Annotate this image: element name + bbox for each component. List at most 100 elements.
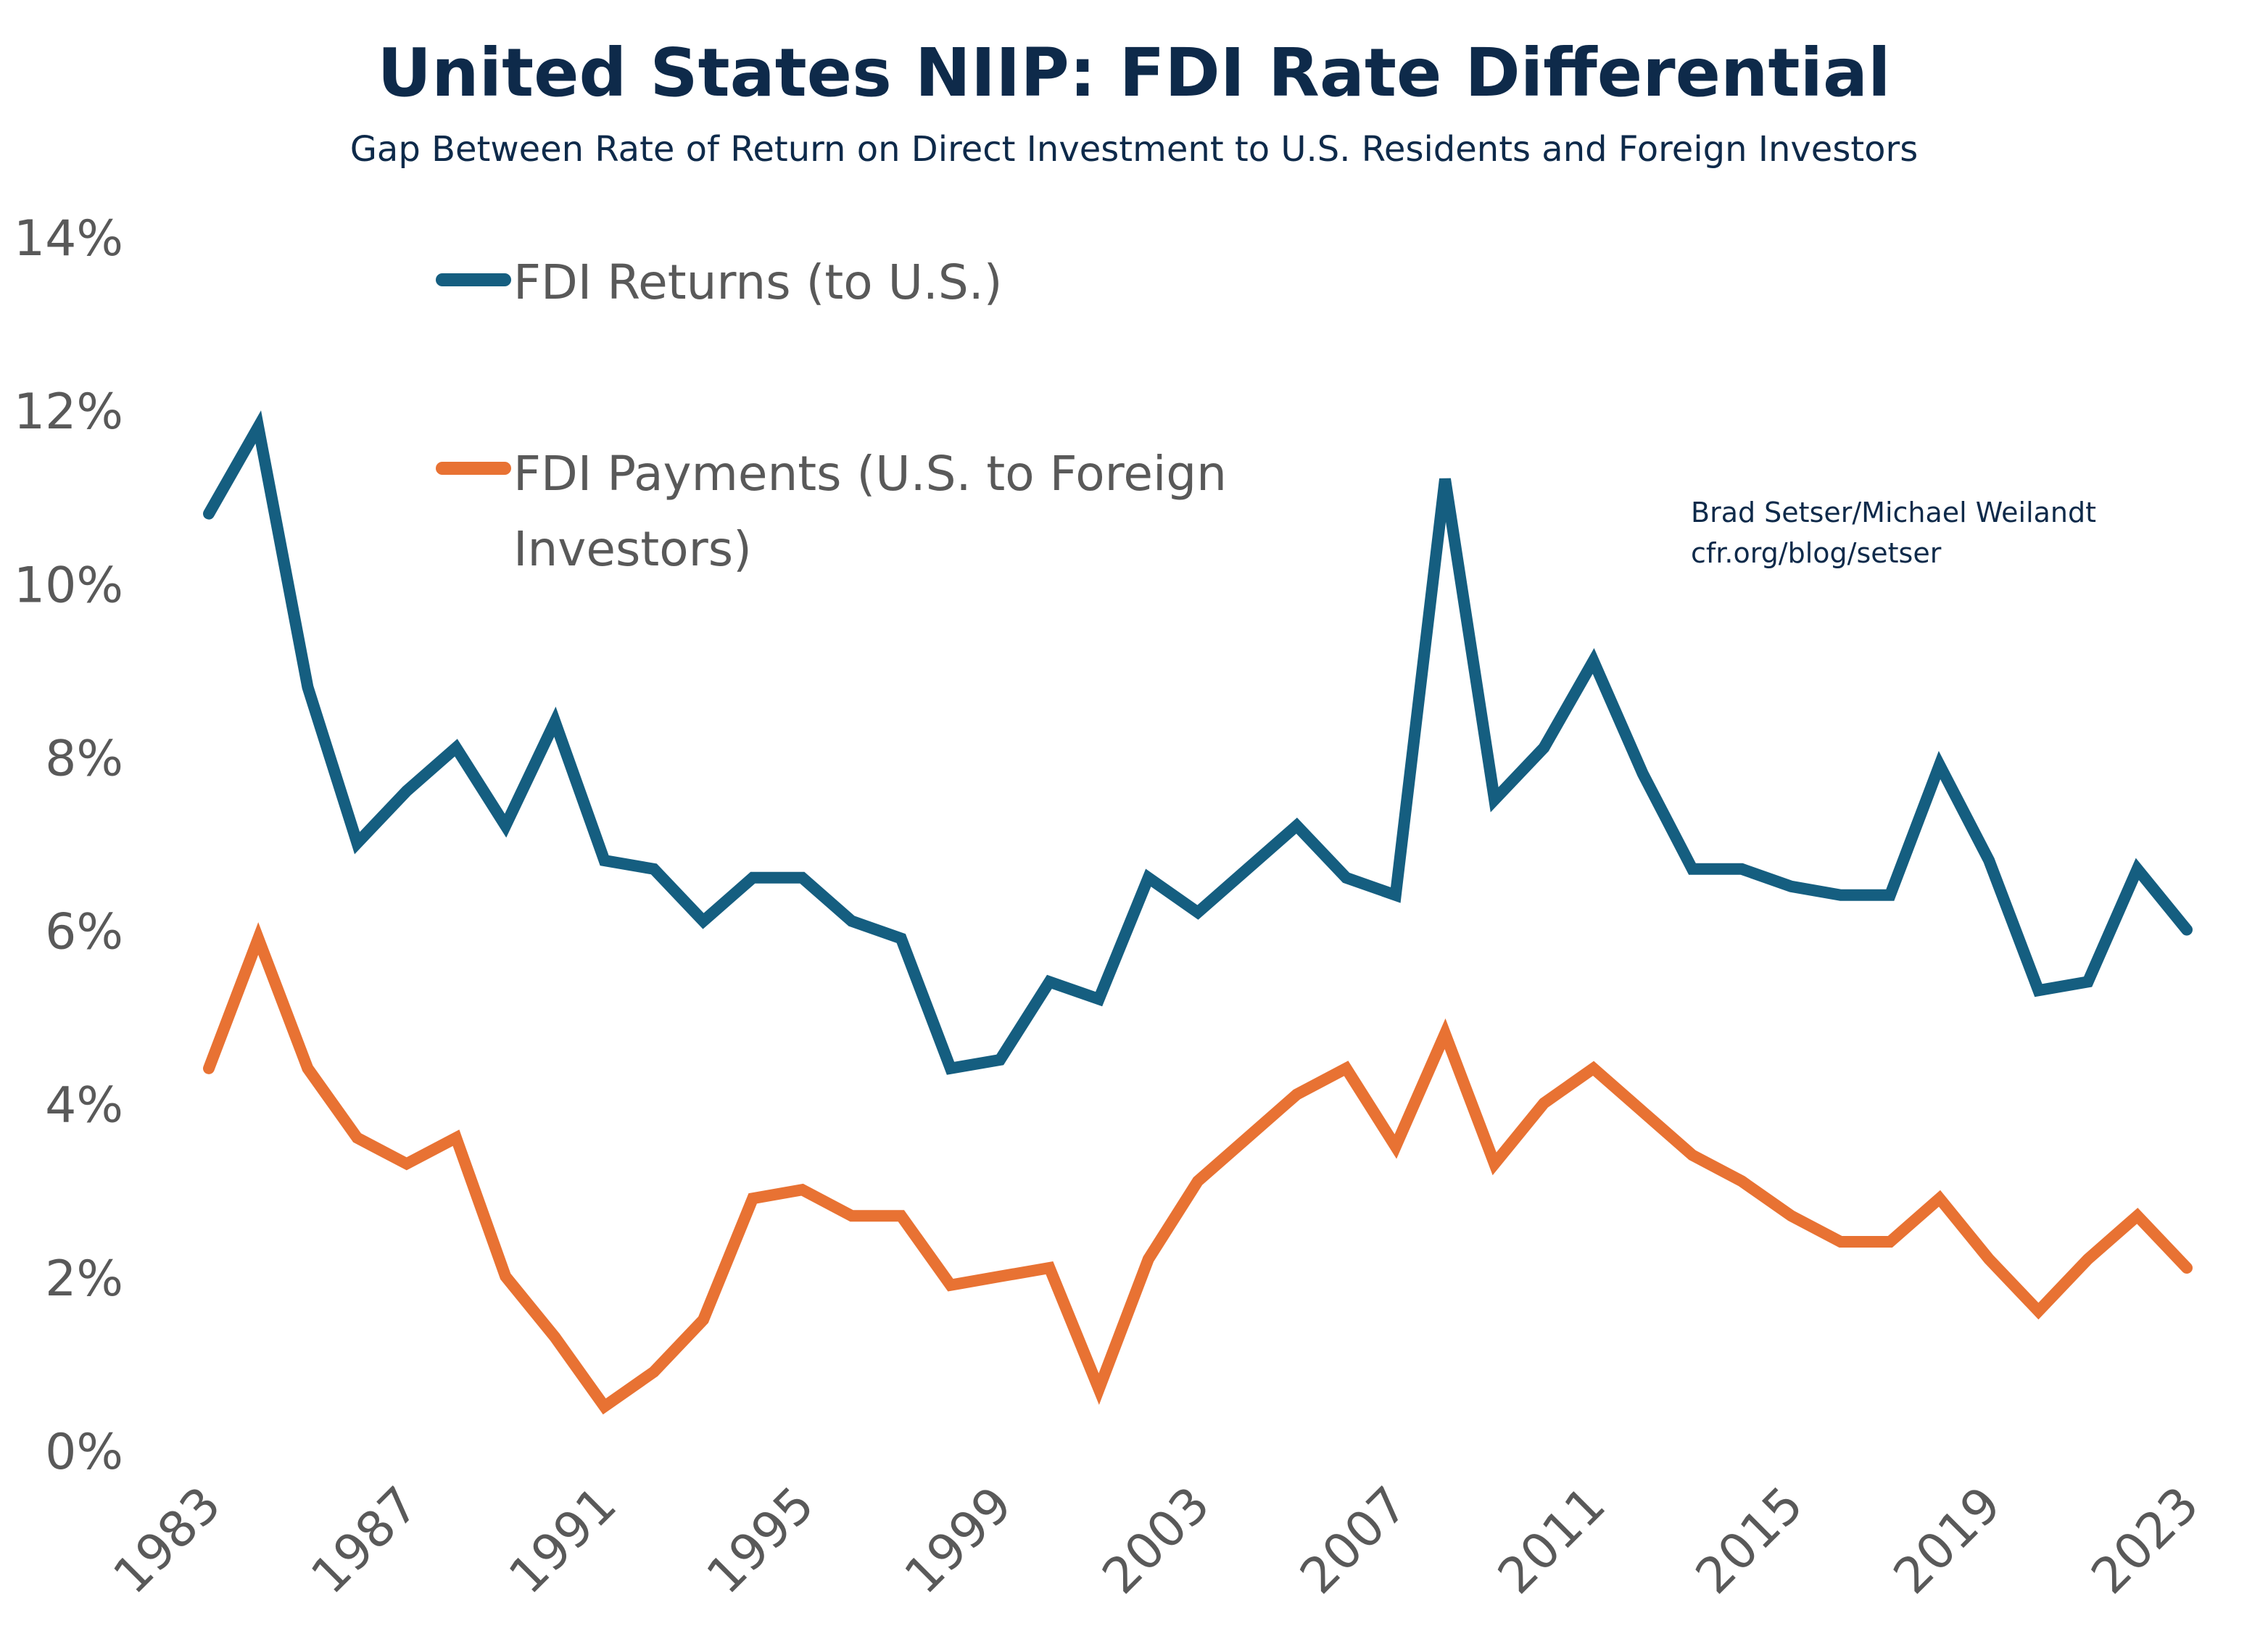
data-point [1395,895,1396,896]
data-point [1197,1180,1199,1182]
data-point [1790,886,1792,887]
data-point [1593,660,1594,662]
annotation-url: cfr.org/blog/setser [1691,537,1942,569]
data-point [1395,1146,1396,1148]
data-point [1296,1094,1297,1095]
data-point [1642,773,1644,774]
data-point [1494,799,1495,800]
data-point [604,1406,605,1407]
data-point [2037,1311,2039,1312]
data-point [1048,981,1050,982]
data-point [2186,929,2188,931]
data-point [2186,1267,2188,1269]
data-point [604,860,605,861]
data-point [1939,764,1940,766]
y-tick-label: 6% [45,904,123,961]
legend-label-payments-line2: Investors) [513,521,752,577]
x-tick-label: 2003 [1092,1476,1221,1605]
series-line-1 [203,922,2193,1415]
data-point [554,1337,555,1338]
data-point [801,877,803,879]
legend-label-returns: FDI Returns (to U.S.) [513,254,1003,310]
x-tick-label: 2007 [1290,1476,1419,1605]
data-point [1246,868,1248,870]
data-point [1346,877,1347,879]
x-tick-label: 1995 [696,1476,825,1605]
data-point [307,686,308,688]
series-line-0 [203,410,2193,1075]
data-point [851,921,853,922]
data-point [1148,877,1149,879]
x-tick-label: 1999 [894,1476,1023,1605]
data-point [455,1137,457,1139]
data-point [307,1068,308,1069]
data-point [257,426,259,428]
data-point [1148,1258,1149,1260]
y-tick-label: 2% [45,1250,123,1308]
data-point [2137,868,2138,870]
x-tick-label: 2019 [1883,1476,2012,1605]
data-point [1890,895,1891,896]
data-point [1197,912,1199,913]
data-point [208,513,210,515]
data-point [653,868,655,870]
data-point [2087,981,2089,982]
data-point [406,1163,407,1164]
data-point [1593,1068,1594,1069]
data-point [357,842,358,844]
x-tick-label: 1983 [103,1476,232,1605]
data-point [1494,1163,1495,1164]
data-point [999,1059,1001,1061]
data-point [653,1371,655,1372]
data-point [752,877,753,879]
x-tick-label: 2023 [2081,1476,2210,1605]
legend: FDI Returns (to U.S.) FDI Payments (U.S.… [436,254,1227,577]
data-point [1246,1137,1248,1139]
data-point [455,747,457,748]
data-point [851,1215,853,1216]
chart-subtitle: Gap Between Rate of Return on Direct Inv… [350,129,1919,170]
data-point [1939,1198,1940,1199]
x-tick-label: 1987 [301,1476,430,1605]
legend-label-payments-line1: FDI Payments (U.S. to Foreign [513,446,1227,502]
data-point [357,1137,358,1139]
data-point [257,938,259,939]
data-point [2037,990,2039,991]
x-tick-label: 2011 [1487,1476,1616,1605]
data-point [208,1068,210,1069]
data-point [1790,1215,1792,1216]
y-tick-label: 12% [14,383,123,441]
data-point [1692,1154,1693,1156]
plot-area [203,410,2193,1415]
data-point [554,721,555,723]
data-point [406,790,407,792]
data-point [950,1285,951,1286]
data-point [1840,1241,1842,1242]
data-point [1692,868,1693,870]
y-tick-label: 0% [45,1424,123,1481]
y-tick-label: 14% [14,210,123,267]
data-point [1741,868,1742,870]
data-point [1444,478,1446,480]
data-point [801,1189,803,1190]
data-point [999,1276,1001,1277]
data-point [1543,747,1544,748]
x-axis: 1983 1987 1991 1995 1999 2003 2007 2011 2015 2019… [103,1476,2210,1605]
y-tick-label: 10% [14,557,123,614]
data-point [1048,1267,1050,1269]
y-tick-label: 8% [45,730,123,787]
x-tick-label: 2015 [1685,1476,1814,1605]
x-tick-label: 1991 [498,1476,627,1605]
data-point [1098,1388,1100,1390]
y-axis: 0% 2% 4% 6% 8% 10% 12% 14% [14,210,123,1481]
data-point [1444,1033,1446,1034]
data-point [703,921,704,922]
data-point [2087,1258,2089,1260]
data-point [1642,1111,1644,1113]
annotation-author: Brad Setser/Michael Weilandt [1691,497,2096,528]
data-point [505,825,506,826]
data-point [505,1276,506,1277]
data-point [1840,895,1842,896]
data-point [950,1068,951,1069]
